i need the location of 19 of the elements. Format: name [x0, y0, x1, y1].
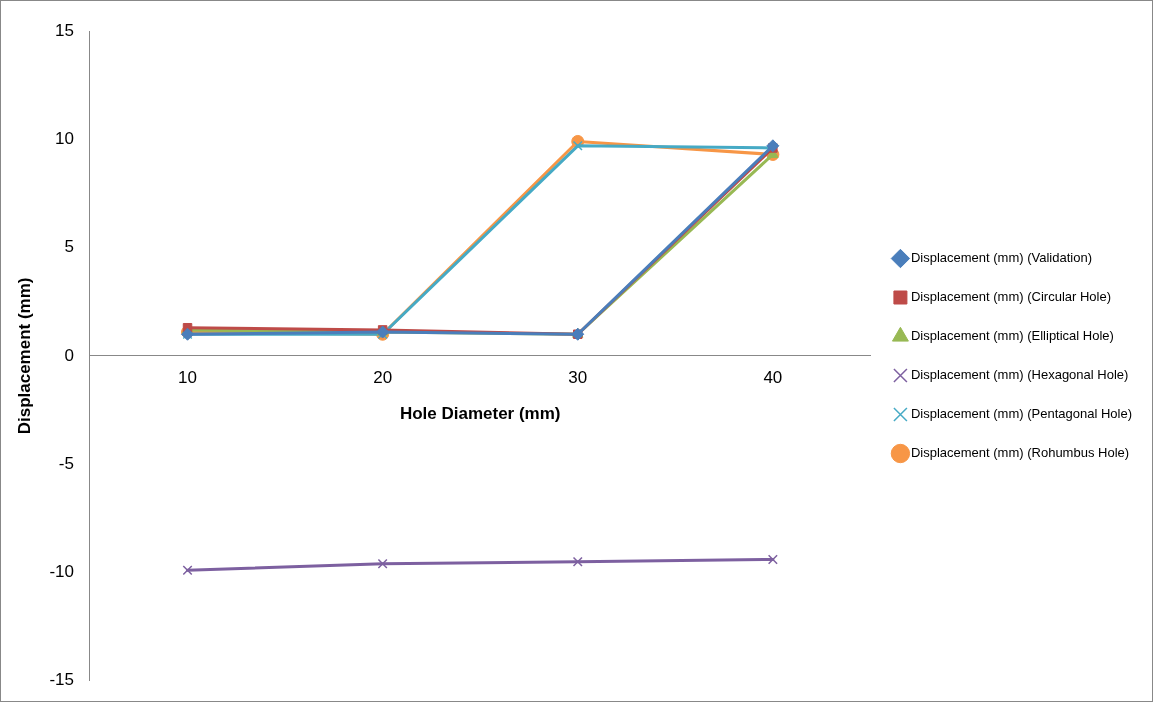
y-axis-title: Displacement (mm)	[14, 277, 34, 435]
y-tick-label: 0	[64, 345, 74, 365]
y-tick-label: -10	[49, 562, 74, 582]
legend-label: Displacement (mm) (Circular Hole)	[910, 289, 1112, 305]
x-axis-title: Hole Diameter (mm)	[399, 404, 561, 424]
x-tick-label: 10	[178, 367, 197, 387]
legend-label: Displacement (mm) (Validation)	[910, 250, 1093, 266]
y-tick-label: -15	[49, 670, 74, 690]
legend-label: Displacement (mm) (Pentagonal Hole)	[910, 406, 1133, 422]
y-tick-label: 15	[55, 20, 74, 40]
x-tick-label: 20	[373, 367, 393, 387]
y-tick-label: 5	[64, 237, 74, 257]
x-tick-label: 30	[568, 367, 588, 387]
x-tick-label: 40	[763, 367, 783, 387]
y-tick-label: -5	[58, 453, 74, 473]
legend-label: Displacement (mm) (Hexagonal Hole)	[910, 367, 1129, 383]
y-tick-label: 10	[55, 128, 74, 148]
legend-label: Displacement (mm) (Elliptical Hole)	[910, 328, 1114, 344]
legend-label: Displacement (mm) (Rohumbus Hole)	[910, 445, 1130, 461]
